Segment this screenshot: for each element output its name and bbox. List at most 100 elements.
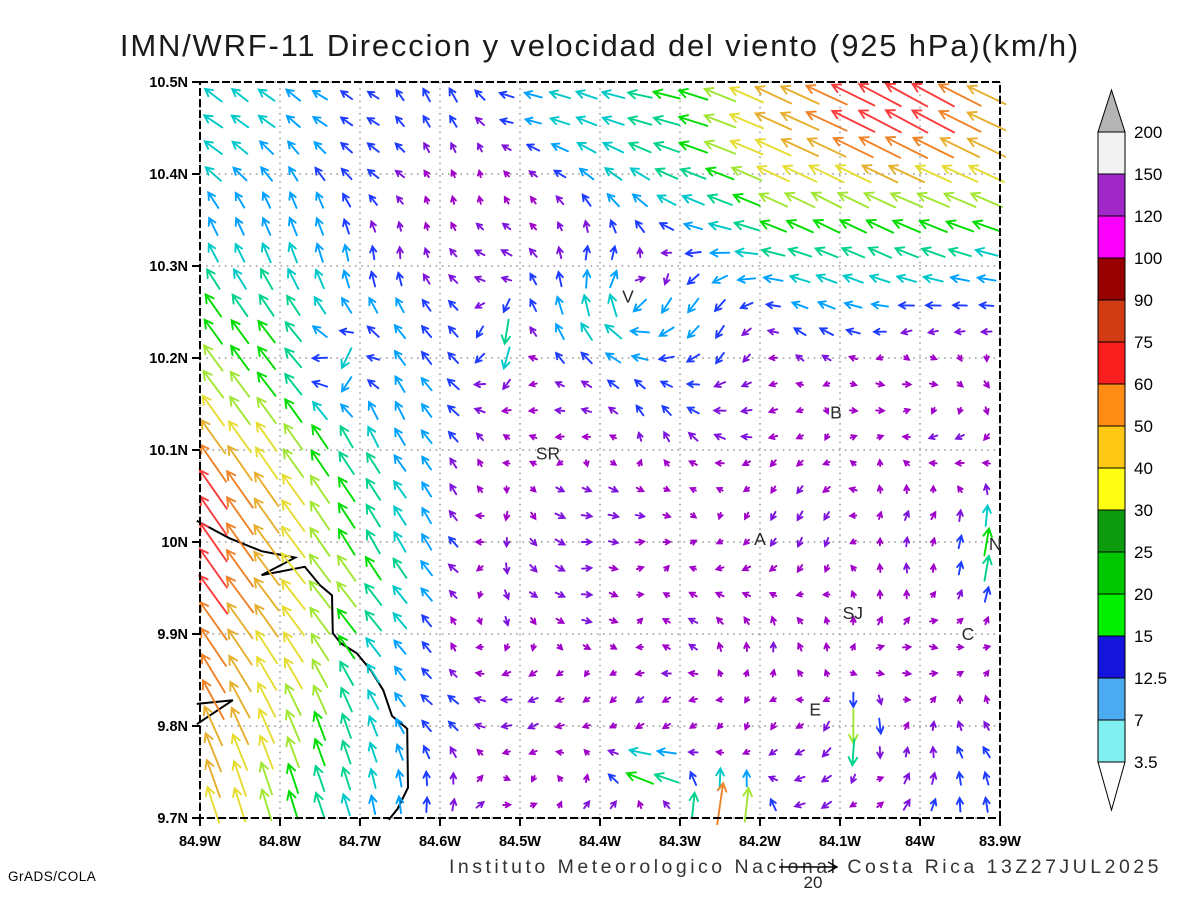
wind-arrow — [715, 696, 724, 703]
wind-arrow — [632, 298, 648, 313]
wind-arrow — [844, 327, 861, 336]
wind-arrow — [231, 293, 249, 318]
y-tick-label: 9.9N — [157, 627, 188, 643]
wind-arrow — [810, 191, 843, 209]
wind-arrow — [924, 301, 942, 310]
wind-arrow — [609, 799, 618, 810]
wind-arrow — [234, 216, 245, 236]
wind-arrow — [606, 192, 620, 208]
wind-arrow — [983, 615, 990, 626]
wind-arrow — [767, 775, 779, 783]
wind-arrow — [927, 433, 939, 441]
wind-arrow — [942, 191, 977, 208]
wind-arrow — [741, 564, 752, 572]
wind-arrow — [663, 564, 670, 572]
wind-arrow — [310, 379, 329, 388]
x-tick-label: 84.1W — [819, 834, 861, 850]
wind-arrow — [552, 169, 567, 179]
wind-arrow — [207, 190, 220, 209]
grads-stamp: GrADS/COLA — [8, 869, 97, 884]
wind-arrow — [857, 109, 902, 134]
colorbar-segment — [1097, 215, 1126, 259]
wind-arrow — [499, 696, 513, 704]
wind-arrow — [447, 430, 459, 443]
wind-arrow — [947, 246, 972, 258]
wind-arrow — [448, 589, 458, 599]
wind-arrow — [781, 164, 818, 183]
colorbar: 200 150 120 100 90 75 60 50 40 30 25 20 15 12.5 7 3.5 — [1097, 88, 1167, 812]
wind-arrow — [339, 90, 354, 101]
wind-arrow — [341, 296, 353, 314]
wind-arrow — [366, 142, 380, 153]
wind-arrow — [902, 696, 912, 703]
wind-arrow — [884, 82, 929, 108]
wind-arrow — [315, 191, 325, 209]
wind-arrow — [742, 538, 751, 546]
wind-arrow — [581, 293, 591, 317]
wind-arrow — [796, 564, 804, 574]
wind-arrow — [956, 745, 964, 759]
wind-arrow — [928, 459, 938, 467]
wind-arrow — [708, 248, 731, 258]
wind-arrow — [689, 539, 698, 546]
wind-arrow — [626, 89, 653, 100]
wind-arrow — [475, 800, 486, 809]
wind-arrow — [823, 537, 831, 548]
wind-arrow — [312, 737, 326, 767]
wind-arrow — [608, 591, 619, 598]
wind-arrow — [901, 433, 911, 441]
wind-arrow — [314, 216, 325, 236]
wind-arrow — [474, 538, 485, 546]
wind-arrow — [475, 564, 484, 572]
wind-arrow — [395, 195, 404, 205]
wind-arrow — [340, 347, 353, 370]
wind-arrow — [663, 459, 671, 467]
wind-arrow — [981, 459, 991, 467]
wind-arrow — [258, 140, 275, 155]
wind-arrow — [677, 114, 709, 127]
wind-arrow — [897, 301, 915, 310]
wind-arrow — [336, 607, 357, 634]
wind-arrow — [741, 748, 751, 755]
wind-arrow — [523, 90, 543, 99]
wind-arrow — [253, 550, 280, 586]
wind-arrow — [280, 551, 306, 585]
colorbar-label: 15 — [1134, 627, 1153, 646]
wind-arrow — [848, 708, 859, 745]
wind-arrow — [285, 708, 301, 743]
wind-arrow — [449, 745, 457, 759]
wind-arrow — [474, 116, 485, 127]
wind-arrow — [500, 275, 513, 283]
wind-arrow — [627, 746, 652, 757]
wind-arrow — [310, 353, 329, 363]
wind-arrow — [422, 744, 431, 760]
wind-arrow — [875, 407, 886, 414]
wind-arrow — [847, 738, 859, 768]
wind-arrow — [449, 797, 458, 812]
wind-arrow — [739, 406, 753, 415]
wind-arrow — [530, 643, 537, 652]
wind-arrow — [337, 501, 356, 529]
wind-arrow — [581, 485, 593, 493]
wind-arrow — [937, 109, 982, 133]
wind-arrow — [685, 353, 701, 363]
wind-arrow — [928, 643, 939, 651]
wind-arrow — [760, 246, 786, 257]
city-label: SJ — [843, 603, 863, 623]
wind-arrow — [367, 688, 380, 710]
wind-arrow — [849, 642, 856, 651]
reference-arrow-glyph — [779, 861, 839, 873]
wind-arrow — [743, 721, 751, 731]
wind-arrow — [688, 486, 697, 494]
wind-arrow — [714, 351, 725, 365]
x-tick-label: 84W — [905, 834, 935, 850]
wind-arrow — [868, 273, 891, 284]
x-tick-label: 84.8W — [259, 834, 301, 850]
wind-arrow — [261, 216, 272, 236]
wind-arrow — [396, 245, 404, 260]
wind-arrow — [876, 801, 885, 809]
wind-arrow — [741, 459, 751, 466]
wind-arrow — [686, 406, 700, 415]
wind-arrow — [663, 485, 672, 492]
wind-arrow — [929, 536, 937, 547]
